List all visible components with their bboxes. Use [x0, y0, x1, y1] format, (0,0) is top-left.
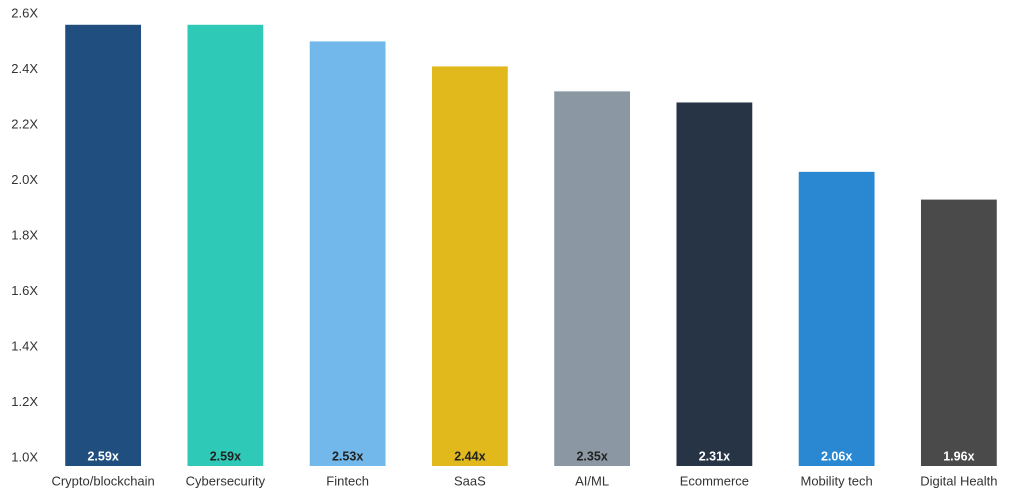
- bar: [65, 24, 142, 467]
- x-tick-label: Cybersecurity: [186, 473, 266, 488]
- x-tick-label: Crypto/blockchain: [51, 473, 154, 488]
- x-tick-label: Ecommerce: [680, 473, 749, 488]
- x-tick-label: Fintech: [326, 473, 369, 488]
- bar: [431, 66, 508, 467]
- y-tick-label: 1.4X: [11, 338, 38, 353]
- value-label: 2.31x: [699, 449, 730, 463]
- bar: [554, 91, 631, 466]
- value-label: 2.06x: [821, 449, 852, 463]
- x-tick-label: AI/ML: [575, 473, 609, 488]
- value-label: 2.35x: [576, 449, 607, 463]
- x-tick-label: SaaS: [454, 473, 486, 488]
- y-tick-label: 2.6X: [11, 5, 38, 20]
- bar: [798, 171, 875, 466]
- bar: [187, 24, 264, 467]
- value-label: 2.59x: [87, 449, 118, 463]
- value-label: 2.53x: [332, 449, 363, 463]
- value-label: 1.96x: [943, 449, 974, 463]
- x-tick-label: Mobility tech: [801, 473, 873, 488]
- y-tick-label: 1.8X: [11, 227, 38, 242]
- y-tick-label: 2.0X: [11, 172, 38, 187]
- value-label: 2.44x: [454, 449, 485, 463]
- bar: [676, 102, 753, 466]
- y-tick-label: 1.2X: [11, 394, 38, 409]
- y-tick-label: 2.4X: [11, 61, 38, 76]
- bar: [309, 41, 386, 467]
- x-tick-label: Digital Health: [920, 473, 997, 488]
- bar: [920, 199, 997, 466]
- y-tick-label: 2.2X: [11, 116, 38, 131]
- y-tick-label: 1.0X: [11, 449, 38, 464]
- value-label: 2.59x: [210, 449, 241, 463]
- y-tick-label: 1.6X: [11, 283, 38, 298]
